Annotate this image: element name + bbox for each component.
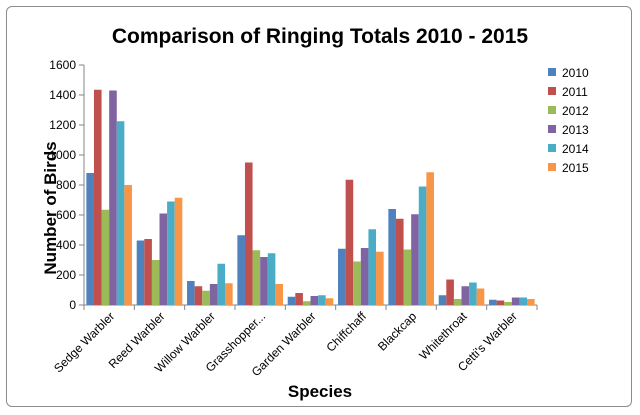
bar-2012 — [101, 209, 110, 305]
bar-2011 — [496, 300, 505, 305]
bar-2011 — [345, 179, 354, 305]
bar-2013 — [411, 214, 419, 305]
legend-swatch-2012 — [548, 106, 556, 114]
bar-2012 — [353, 261, 361, 305]
bar-2010 — [86, 173, 94, 305]
bar-2011 — [295, 293, 303, 305]
bar-2015 — [325, 298, 334, 305]
legend-label-2012: 2012 — [562, 104, 589, 118]
bar-2014 — [368, 229, 377, 305]
legend-swatch-2013 — [548, 125, 556, 133]
y-tick-label: 1000 — [49, 148, 76, 162]
bar-2012 — [151, 260, 160, 305]
y-axis-title: Number of Birds — [41, 141, 60, 274]
bar-2011 — [244, 162, 253, 305]
legend-label-2013: 2013 — [562, 123, 589, 137]
y-tick-label: 200 — [56, 268, 76, 282]
bar-2010 — [489, 299, 497, 305]
bar-2010 — [237, 235, 245, 305]
bar-2014 — [318, 295, 326, 305]
legend-label-2015: 2015 — [562, 161, 589, 175]
bar-2014 — [418, 186, 427, 305]
bar-2015 — [527, 299, 535, 305]
y-tick-label: 800 — [56, 178, 76, 192]
bar-2015 — [476, 288, 485, 305]
bar-2010 — [287, 296, 296, 305]
bar-2014 — [167, 201, 175, 305]
bar-2015 — [426, 172, 434, 305]
y-tick-label: 1400 — [49, 88, 76, 102]
legend-swatch-2015 — [548, 163, 556, 171]
bar-2013 — [209, 284, 218, 305]
bar-2010 — [338, 248, 346, 305]
y-tick-label: 600 — [56, 208, 76, 222]
bar-2013 — [310, 296, 319, 305]
bar-2015 — [124, 185, 132, 305]
bar-2015 — [376, 251, 384, 305]
legend-label-2014: 2014 — [562, 142, 589, 156]
bar-2010 — [187, 281, 195, 305]
bar-2010 — [438, 295, 447, 305]
y-tick-label: 1200 — [49, 118, 76, 132]
legend: 2010 2011 2012 2013 2014 2015 — [548, 66, 589, 175]
bar-2015 — [174, 197, 183, 305]
x-tick-label: Blackcap — [375, 309, 420, 354]
bar-2011 — [194, 286, 203, 305]
legend-swatch-2010 — [548, 68, 556, 76]
x-tick-label: Whitethroat — [416, 309, 470, 363]
y-tick-label: 400 — [56, 238, 76, 252]
bar-2015 — [225, 283, 233, 305]
bar-2012 — [403, 249, 412, 305]
legend-swatch-2011 — [548, 87, 556, 95]
x-tick-label: Sedge Warbler — [51, 309, 117, 375]
x-axis-title: Species — [288, 382, 352, 401]
legend-label-2011: 2011 — [562, 85, 588, 99]
bar-2011 — [446, 279, 454, 305]
bar-2011 — [93, 89, 102, 305]
bar-2013 — [360, 248, 369, 305]
bar-2014 — [217, 263, 226, 305]
bar-2013 — [159, 213, 168, 305]
bar-2012 — [302, 301, 311, 305]
bar-2013 — [260, 257, 268, 305]
bar-2014 — [519, 297, 528, 305]
bar-2012 — [504, 302, 512, 305]
bar-2010 — [388, 209, 396, 305]
bar-2012 — [252, 250, 261, 305]
bar-2013 — [109, 90, 117, 305]
legend-label-2010: 2010 — [562, 66, 589, 80]
bar-2014 — [116, 121, 125, 305]
y-tick-label: 1600 — [49, 58, 76, 72]
y-tick-label: 0 — [69, 298, 76, 312]
bar-2015 — [275, 284, 283, 305]
bar-2014 — [267, 253, 276, 305]
bar-2011 — [395, 218, 404, 305]
bar-2012 — [453, 299, 462, 305]
bar-2013 — [511, 297, 520, 305]
bar-2014 — [469, 282, 477, 305]
legend-swatch-2014 — [548, 144, 556, 152]
x-tick-label: Chiffchaff — [324, 309, 370, 355]
bar-2011 — [144, 239, 152, 305]
bar-2013 — [461, 286, 470, 305]
bar-2012 — [202, 290, 210, 305]
plot-area: 0 200 400 600 800 1000 1200 1400 1600 Sedge Warbl… — [49, 58, 538, 379]
bar-2010 — [136, 240, 145, 305]
chart-title: Comparison of Ringing Totals 2010 - 2015 — [112, 25, 529, 48]
